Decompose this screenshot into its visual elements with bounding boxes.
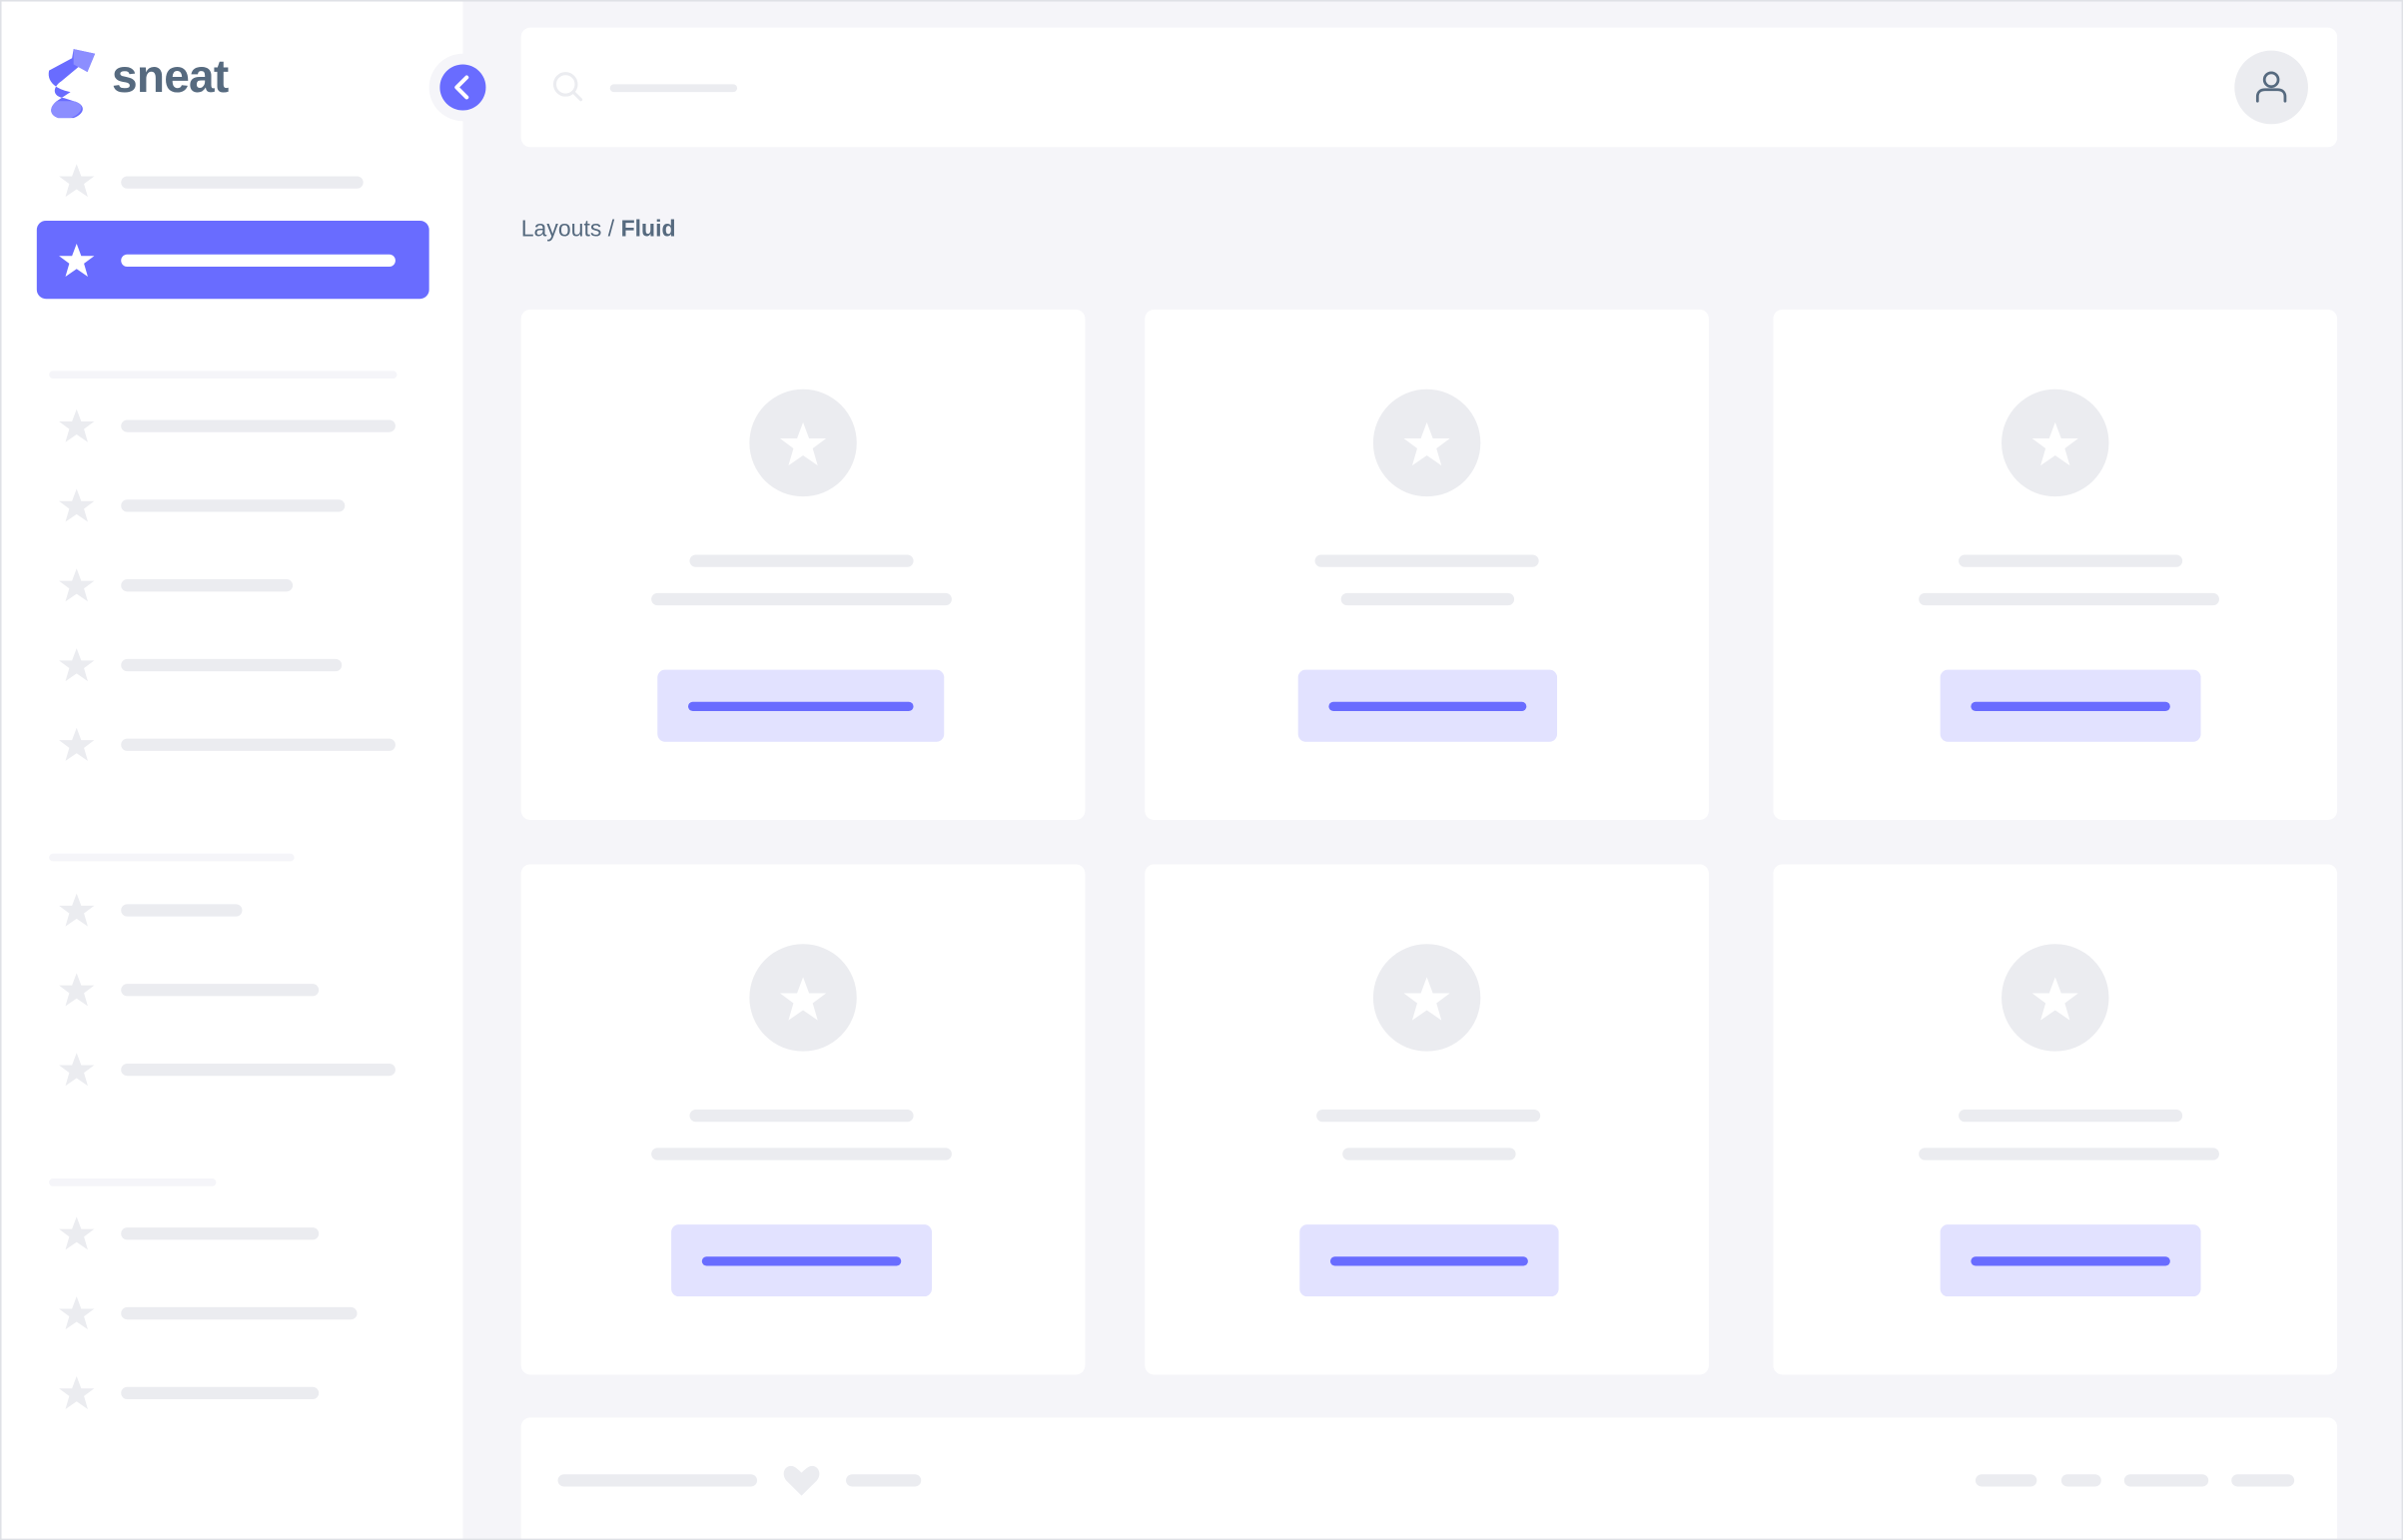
footer-link-placeholder[interactable] xyxy=(2060,1474,2101,1487)
user-icon xyxy=(2255,71,2287,103)
card-button-label-placeholder xyxy=(701,1256,902,1266)
menu-item[interactable] xyxy=(121,1227,320,1240)
menu-item[interactable] xyxy=(121,1386,320,1399)
menu-section-header xyxy=(49,853,295,862)
card-title-placeholder xyxy=(1314,554,1539,567)
star-icon xyxy=(2031,977,2078,1021)
star-icon xyxy=(59,488,95,522)
heart-icon xyxy=(783,1465,820,1496)
star-icon xyxy=(780,421,827,466)
card-title-placeholder xyxy=(1316,1109,1541,1123)
footer-link-placeholder[interactable] xyxy=(2231,1474,2295,1487)
card-title-placeholder xyxy=(689,1109,914,1123)
logo-text: sneat xyxy=(112,52,229,103)
search-icon[interactable] xyxy=(551,71,585,105)
card-action-button[interactable] xyxy=(1940,1224,2201,1297)
breadcrumb: Layouts / Fluid xyxy=(521,216,676,242)
star-icon xyxy=(59,1216,95,1250)
star-icon xyxy=(1403,421,1450,466)
breadcrumb-separator: / xyxy=(601,216,621,243)
card-title-placeholder xyxy=(1959,1109,2183,1123)
card-text-placeholder xyxy=(1919,592,2219,606)
star-icon xyxy=(59,1375,95,1409)
card-action-button[interactable] xyxy=(657,669,945,742)
card-text-placeholder xyxy=(651,592,952,606)
card-button-label-placeholder xyxy=(1328,701,1527,712)
card-button-label-placeholder xyxy=(687,701,914,712)
menu-item[interactable] xyxy=(121,579,294,592)
menu-item[interactable] xyxy=(121,176,364,189)
star-icon xyxy=(59,243,95,277)
menu-item[interactable] xyxy=(121,1063,396,1077)
star-icon xyxy=(59,1053,95,1087)
star-icon xyxy=(59,568,95,602)
star-icon xyxy=(780,977,827,1021)
sidebar: sneat xyxy=(0,0,463,1540)
sneat-logo-icon xyxy=(48,49,96,119)
card-button-label-placeholder xyxy=(1971,1256,2170,1266)
user-avatar-button[interactable] xyxy=(2234,50,2308,125)
menu-section-header xyxy=(49,1178,217,1186)
footer-link-placeholder[interactable] xyxy=(2123,1474,2209,1487)
menu-item[interactable] xyxy=(121,904,243,917)
menu-item[interactable] xyxy=(121,984,320,997)
footer-link-placeholder[interactable] xyxy=(1975,1474,2037,1487)
search-input[interactable] xyxy=(609,84,738,93)
star-icon xyxy=(59,408,95,442)
card-button-label-placeholder xyxy=(1971,701,2170,712)
footer-text-placeholder xyxy=(557,1474,758,1487)
menu-item[interactable] xyxy=(121,738,396,751)
star-icon xyxy=(59,164,95,198)
card-action-button[interactable] xyxy=(1297,669,1558,742)
breadcrumb-current: Fluid xyxy=(620,216,676,243)
card-title-placeholder xyxy=(1959,554,2183,567)
collapse-sidebar-button[interactable] xyxy=(439,64,486,111)
menu-item[interactable] xyxy=(121,658,343,672)
chevron-left-icon xyxy=(454,75,469,100)
top-navbar xyxy=(520,27,2338,148)
menu-item[interactable] xyxy=(121,1306,358,1320)
card-text-placeholder xyxy=(1342,1148,1516,1160)
card-action-button[interactable] xyxy=(671,1224,932,1297)
star-icon xyxy=(59,973,95,1007)
star-icon xyxy=(59,1296,95,1330)
star-icon xyxy=(1403,977,1450,1021)
card-text-placeholder xyxy=(1919,1148,2219,1160)
star-icon xyxy=(2031,421,2078,466)
star-icon xyxy=(59,727,95,761)
card-title-placeholder xyxy=(689,554,914,567)
menu-section-header xyxy=(49,371,398,380)
menu-item-active-label xyxy=(121,254,396,268)
star-icon xyxy=(59,648,95,682)
card-button-label-placeholder xyxy=(1329,1256,1528,1266)
footer xyxy=(520,1417,2338,1540)
card-action-button[interactable] xyxy=(1299,1224,1559,1297)
breadcrumb-parent[interactable]: Layouts xyxy=(520,216,602,243)
card-action-button[interactable] xyxy=(1940,669,2201,742)
menu-item[interactable] xyxy=(121,419,396,432)
card-text-placeholder xyxy=(651,1148,952,1160)
card-text-placeholder xyxy=(1340,592,1515,606)
menu-item[interactable] xyxy=(121,499,346,512)
star-icon xyxy=(59,893,95,927)
footer-link-placeholder[interactable] xyxy=(846,1474,922,1487)
